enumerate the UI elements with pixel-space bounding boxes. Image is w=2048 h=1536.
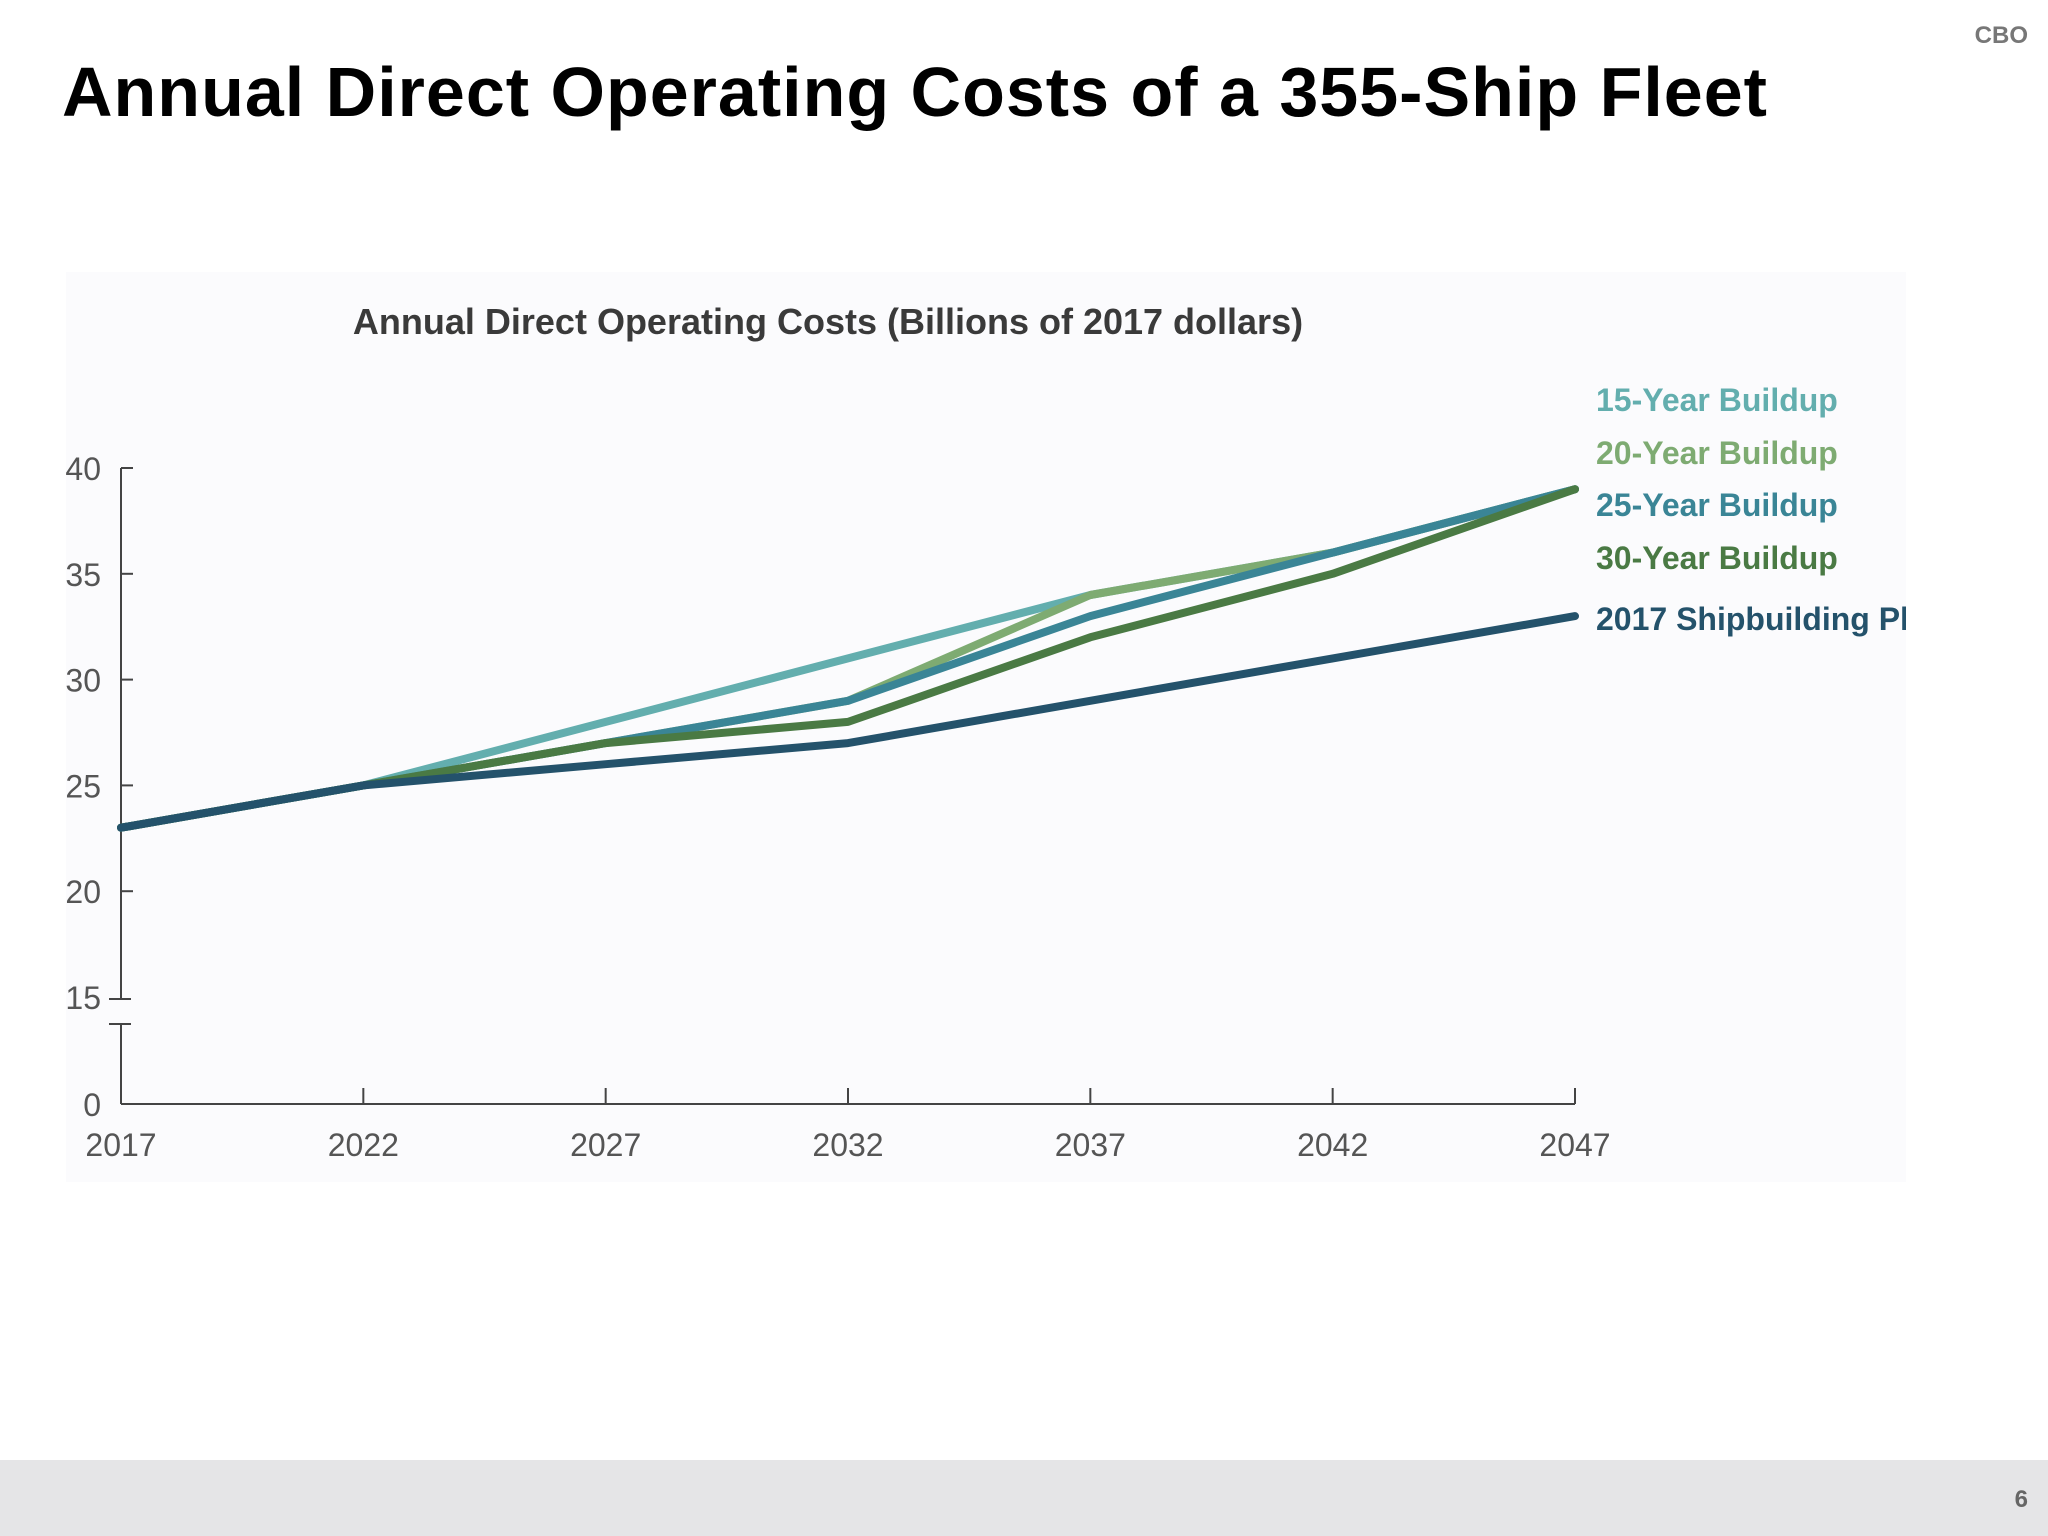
y-tick-label: 25 bbox=[66, 768, 101, 804]
chart-title: Annual Direct Operating Costs (Billions … bbox=[353, 301, 1303, 342]
chart-axes: 0 15 20 25 30 35 40 2017 2022 2027 2032 2037 2042 204… bbox=[66, 451, 1611, 1163]
x-tick-label: 2017 bbox=[85, 1127, 156, 1163]
footer-bar bbox=[0, 1460, 2048, 1536]
series-line bbox=[117, 485, 1579, 832]
y-tick-label: 0 bbox=[83, 1087, 101, 1123]
chart-legend: 15-Year Buildup 20-Year Buildup 25-Year Bu… bbox=[1596, 382, 1906, 637]
x-tick-label: 2037 bbox=[1055, 1127, 1126, 1163]
x-tick-label: 2032 bbox=[812, 1127, 883, 1163]
y-tick-label: 20 bbox=[66, 874, 101, 910]
y-tick-label: 30 bbox=[66, 663, 101, 699]
chart-panel: Annual Direct Operating Costs (Billions … bbox=[66, 272, 1906, 1182]
legend-label: 15-Year Buildup bbox=[1596, 382, 1838, 418]
legend-label: 25-Year Buildup bbox=[1596, 487, 1838, 523]
series-line bbox=[117, 612, 1579, 832]
slide-title: Annual Direct Operating Costs of a 355-S… bbox=[62, 53, 1768, 131]
x-tick-label: 2047 bbox=[1539, 1127, 1610, 1163]
x-tick-label: 2042 bbox=[1297, 1127, 1368, 1163]
legend-label: 30-Year Buildup bbox=[1596, 540, 1838, 576]
y-tick-label: 35 bbox=[66, 557, 101, 593]
x-tick-label: 2027 bbox=[570, 1127, 641, 1163]
y-tick-label: 15 bbox=[66, 980, 101, 1016]
line-chart: Annual Direct Operating Costs (Billions … bbox=[66, 301, 1906, 1163]
page-number: 6 bbox=[2014, 1486, 2028, 1513]
legend-label: 2017 Shipbuilding Plan bbox=[1596, 601, 1906, 637]
x-tick-label: 2022 bbox=[328, 1127, 399, 1163]
legend-label: 20-Year Buildup bbox=[1596, 435, 1838, 471]
y-tick-label: 40 bbox=[66, 451, 101, 487]
series-lines bbox=[117, 485, 1579, 832]
brand-label: CBO bbox=[1974, 22, 2028, 49]
